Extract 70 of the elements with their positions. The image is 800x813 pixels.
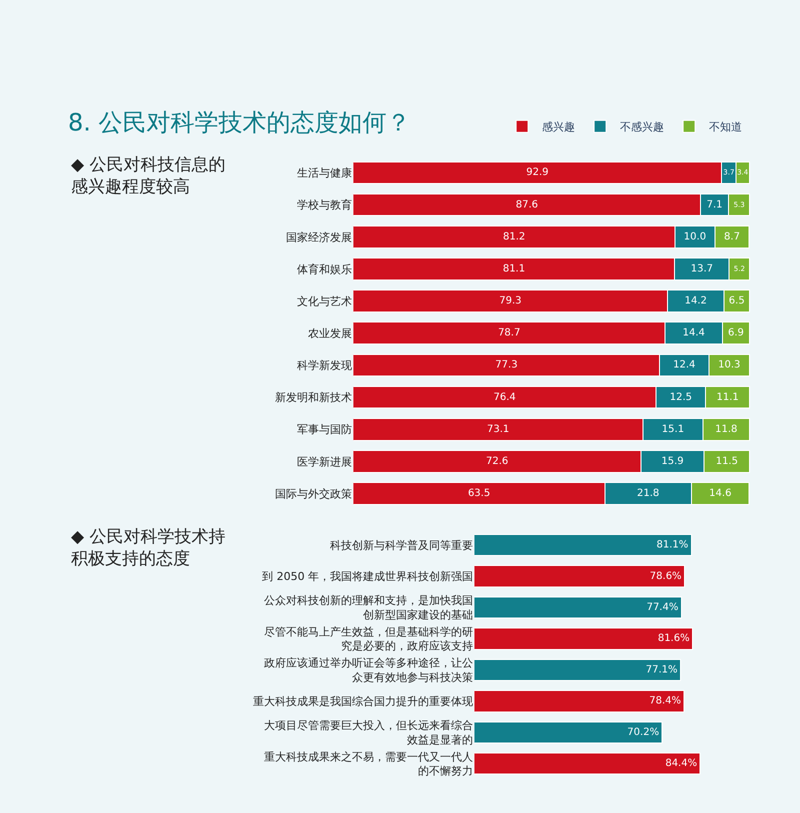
data-label: 81.2 — [503, 231, 526, 242]
bar — [474, 658, 682, 682]
y-tick-label: 尽管不能马上产生效益，但是基础科学的研究是必要的，政府应该支持 — [264, 625, 474, 653]
data-label: 78.6% — [650, 570, 682, 582]
data-label: 87.6 — [516, 199, 538, 210]
data-label: 73.1 — [486, 424, 510, 435]
data-label: 12.4 — [673, 360, 696, 371]
data-label: 14.6 — [709, 488, 732, 500]
legend-label: 不知道 — [709, 120, 742, 134]
bar — [474, 752, 701, 775]
data-label: 77.1% — [646, 664, 678, 676]
data-label: 12.5 — [670, 392, 692, 403]
y-tick-label: 科技创新与科学普及同等重要 — [330, 538, 474, 552]
legend-label: 不感兴趣 — [620, 120, 664, 134]
data-label: 77.4% — [646, 602, 678, 613]
y-tick-label: 体育和娱乐 — [297, 262, 352, 276]
y-tick-label: 重大科技成果是我国综合国力提升的重要体现 — [253, 694, 474, 708]
data-label: 76.4 — [494, 392, 516, 403]
y-tick-label: 政府应该通过举办听证会等多种途径，让公众更有效地参与科技决策 — [264, 656, 474, 684]
data-label: 77.3 — [495, 360, 518, 371]
data-label: 21.8 — [637, 488, 660, 500]
data-label: 78.7 — [498, 328, 520, 339]
y-tick-label: 军事与国防 — [297, 423, 352, 436]
y-tick-label: 大项目尽管需要巨大投入，但长远来看综合效益是显著的 — [264, 719, 474, 746]
data-label: 10.0 — [684, 231, 706, 242]
data-label: 72.6 — [486, 456, 508, 467]
data-label: 13.7 — [690, 263, 713, 274]
data-label: 11.8 — [715, 424, 738, 435]
data-label: 81.1 — [502, 263, 526, 274]
data-label: 14.4 — [682, 328, 705, 339]
bar — [474, 721, 663, 744]
y-tick-label: 生活与健康 — [297, 166, 352, 180]
data-label: 78.4% — [649, 696, 682, 707]
y-tick-label: 科学新发现 — [297, 359, 352, 372]
bar — [474, 690, 685, 712]
data-label: 92.9 — [526, 167, 548, 178]
data-label: 7.1 — [706, 199, 723, 210]
y-tick-label: 文化与艺术 — [297, 294, 352, 308]
y-tick-label: 国际与外交政策 — [275, 487, 352, 500]
data-label: 11.1 — [716, 392, 739, 403]
text: ◆ 公民对科技信息的感兴趣程度较高 — [71, 155, 226, 198]
data-label: 84.4% — [665, 758, 698, 770]
y-tick-label: 新发明和新技术 — [275, 391, 352, 404]
bar — [474, 565, 686, 588]
data-label: 63.5 — [468, 488, 490, 500]
y-tick-label: 公众对科技创新的理解和支持，是加快我国创新型国家建设的基础 — [264, 594, 474, 622]
y-tick-label: 学校与教育 — [297, 198, 352, 212]
data-label: 15.1 — [662, 424, 684, 435]
data-label: 10.3 — [718, 360, 740, 371]
text: ◆ 公民对科学技术持积极支持的态度 — [71, 527, 226, 570]
chart-title: 8. 公民对科学技术的态度如何？ — [68, 108, 411, 137]
data-label: 70.2% — [627, 726, 660, 738]
data-label: 8.7 — [724, 231, 740, 242]
y-tick-label: 农业发展 — [308, 326, 352, 340]
data-label: 14.2 — [684, 296, 707, 307]
y-tick-label: 国家经济发展 — [286, 230, 352, 244]
y-tick-label: 重大科技成果来之不易，需要一代又一代人的不懈努力 — [264, 750, 474, 778]
y-tick-label: 医学新进展 — [297, 455, 352, 468]
data-label: 15.9 — [661, 456, 684, 467]
bar — [474, 628, 694, 650]
data-label: 11.5 — [716, 456, 738, 467]
bar — [474, 534, 692, 556]
data-label: 6.9 — [728, 328, 744, 339]
bar — [474, 596, 682, 619]
data-label: 81.6% — [658, 633, 690, 644]
legend-label: 感兴趣 — [542, 120, 576, 134]
data-label: 81.1% — [656, 540, 688, 551]
data-label: 79.3 — [499, 296, 522, 307]
data-label: 6.5 — [728, 296, 745, 307]
y-tick-label: 到 2050 年，我国将建成世界科技创新强国 — [262, 570, 474, 584]
